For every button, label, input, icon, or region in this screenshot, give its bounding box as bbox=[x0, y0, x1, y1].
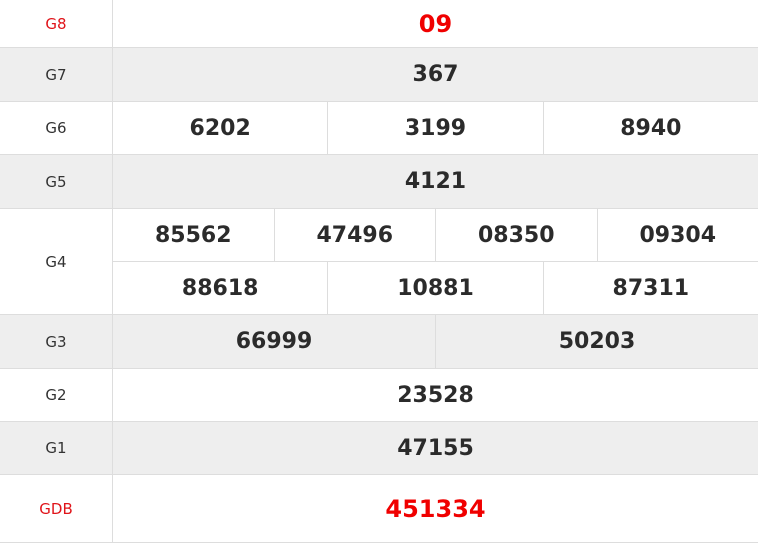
prize-row-g4: G4 85562 47496 08350 09304 88618 10881 87311 bbox=[0, 209, 758, 315]
prize-label: G6 bbox=[0, 102, 113, 154]
prize-values: 367 bbox=[113, 48, 758, 101]
prize-row-g3: G3 66999 50203 bbox=[0, 315, 758, 369]
prize-number: 367 bbox=[412, 62, 459, 87]
prize-values: 6202 3199 8940 bbox=[113, 102, 758, 154]
prize-number: 09304 bbox=[596, 209, 758, 261]
prize-label: G3 bbox=[0, 315, 113, 368]
prize-line: 47155 bbox=[113, 422, 758, 474]
prize-row-g5: G5 4121 bbox=[0, 155, 758, 209]
prize-label: G1 bbox=[0, 422, 113, 474]
prize-number: 47155 bbox=[397, 435, 474, 461]
prize-number: 50203 bbox=[435, 315, 758, 368]
prize-line: 09 bbox=[113, 0, 758, 47]
prize-number: 08350 bbox=[435, 209, 597, 261]
prize-row-g1: G1 47155 bbox=[0, 422, 758, 475]
prize-label: G4 bbox=[0, 209, 113, 314]
prize-number: 66999 bbox=[235, 329, 313, 354]
prize-label: G8 bbox=[0, 0, 113, 47]
prize-label: G2 bbox=[0, 369, 113, 421]
prize-number: 09 bbox=[418, 9, 453, 38]
prize-line: 367 bbox=[113, 48, 758, 101]
prize-line: 88618 10881 87311 bbox=[113, 261, 758, 314]
prize-number: 451334 bbox=[385, 494, 486, 523]
prize-values: 451334 bbox=[113, 475, 758, 542]
prize-number: 6202 bbox=[189, 115, 251, 141]
prize-line: 66999 50203 bbox=[113, 315, 758, 368]
prize-row-g7: G7 367 bbox=[0, 48, 758, 102]
prize-line: 85562 47496 08350 09304 bbox=[113, 209, 758, 261]
prize-values: 47155 bbox=[113, 422, 758, 474]
prize-number: 88618 bbox=[181, 275, 259, 301]
prize-row-gdb: GDB 451334 bbox=[0, 475, 758, 543]
prize-number: 47496 bbox=[273, 209, 436, 261]
prize-line: 23528 bbox=[113, 369, 758, 421]
prize-number: 87311 bbox=[542, 262, 758, 314]
prize-row-g2: G2 23528 bbox=[0, 369, 758, 422]
prize-number: 85562 bbox=[154, 222, 232, 248]
prize-line: 451334 bbox=[113, 475, 758, 542]
prize-label: G5 bbox=[0, 155, 113, 208]
prize-row-g8: G8 09 bbox=[0, 0, 758, 48]
prize-line: 6202 3199 8940 bbox=[113, 102, 758, 154]
prize-values: 4121 bbox=[113, 155, 758, 208]
prize-label: GDB bbox=[0, 475, 113, 542]
prize-label: G7 bbox=[0, 48, 113, 101]
prize-values: 66999 50203 bbox=[113, 315, 758, 368]
prize-values: 85562 47496 08350 09304 88618 10881 87311 bbox=[113, 209, 758, 314]
prize-number: 4121 bbox=[404, 169, 467, 194]
prize-number: 23528 bbox=[397, 382, 474, 408]
prize-number: 8940 bbox=[542, 102, 758, 154]
prize-values: 23528 bbox=[113, 369, 758, 421]
prize-number: 10881 bbox=[327, 262, 542, 314]
prize-number: 3199 bbox=[327, 102, 542, 154]
prize-row-g6: G6 6202 3199 8940 bbox=[0, 102, 758, 155]
prize-values: 09 bbox=[113, 0, 758, 47]
prize-line: 4121 bbox=[113, 155, 758, 208]
